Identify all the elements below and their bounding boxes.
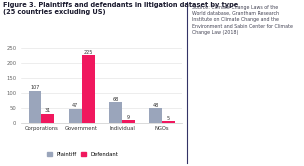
Text: 47: 47 xyxy=(72,103,78,108)
Bar xyxy=(122,120,135,123)
Text: 9: 9 xyxy=(127,115,130,120)
Legend: Plaintiff, Defendant: Plaintiff, Defendant xyxy=(47,152,118,157)
Bar xyxy=(82,55,95,123)
Text: 48: 48 xyxy=(153,103,159,108)
Bar xyxy=(149,108,162,123)
Text: Source: Climate Change Laws of the
World database, Grantham Research
Institute o: Source: Climate Change Laws of the World… xyxy=(192,5,292,35)
Text: 68: 68 xyxy=(112,97,119,102)
Text: 107: 107 xyxy=(30,85,40,90)
Text: 225: 225 xyxy=(84,50,93,55)
Bar xyxy=(41,114,54,123)
Bar xyxy=(29,91,41,123)
Bar xyxy=(109,102,122,123)
Bar xyxy=(162,121,175,123)
Bar xyxy=(69,109,82,123)
Text: 31: 31 xyxy=(45,108,51,113)
Text: Figure 3. Plaintiffs and defendants in litigation dataset by type
(25 countries : Figure 3. Plaintiffs and defendants in l… xyxy=(3,2,238,15)
Text: 5: 5 xyxy=(167,116,170,121)
